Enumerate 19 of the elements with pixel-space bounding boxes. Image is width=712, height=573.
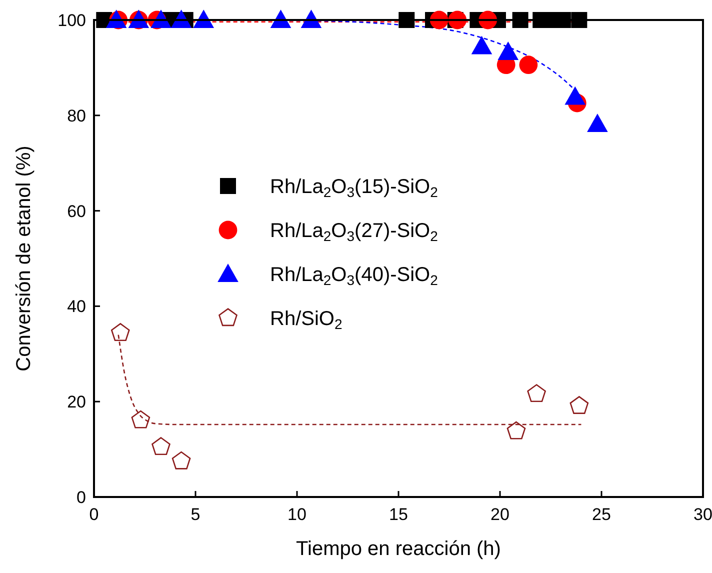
x-tick-label: 10 <box>288 505 306 524</box>
y-tick-label: 60 <box>67 202 86 221</box>
legend-label: Rh/SiO$_{2}$ <box>270 308 342 332</box>
x-tick-label: 20 <box>490 505 510 524</box>
legend-label: Rh/La$_{2}$O$_{3}$(40)-SiO$_{2}$ <box>270 264 438 288</box>
legend-label: Rh/La$_{2}$O$_{3}$(27)-SiO$_{2}$ <box>270 220 438 244</box>
y-tick-label: 20 <box>67 392 86 412</box>
x-tick-label: 0 <box>89 505 99 524</box>
y-tick-label: 100 <box>58 11 86 30</box>
y-tick-label: 80 <box>67 106 86 126</box>
x-tick-label: 25 <box>592 505 611 524</box>
x-tick-label: 30 <box>694 505 712 524</box>
x-axis-title: Tiempo en reacción (h) <box>296 538 501 560</box>
x-tick-label: 15 <box>389 505 408 524</box>
legend-label: Rh/La$_{2}$O$_{3}$(15)-SiO$_{2}$ <box>270 176 438 200</box>
x-tick-label: 5 <box>190 505 200 524</box>
y-tick-label: 0 <box>76 488 86 507</box>
y-tick-label: 40 <box>67 297 86 316</box>
y-axis-title: Conversión de etanol (%) <box>13 146 35 372</box>
